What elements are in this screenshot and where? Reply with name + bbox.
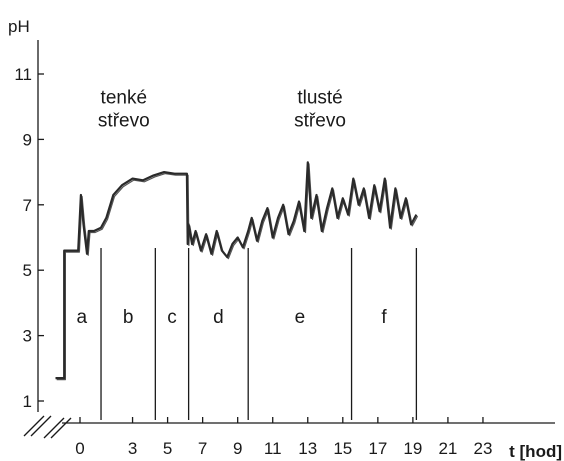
segment-label-c: c [167,307,177,328]
annotation-text: střevo [294,110,346,131]
y-tick-label: 5 [23,261,32,280]
y-axis-title: pH [8,17,30,36]
x-tick-label: 7 [198,439,207,458]
y-tick-label: 11 [14,65,32,84]
segment-label-d: d [213,307,224,328]
x-tick-label: 13 [298,439,317,458]
annotation-text: tlusté [297,87,342,108]
x-tick-label: 11 [264,439,282,458]
x-tick-label: 19 [403,439,422,458]
y-tick-label: 3 [23,327,32,346]
ph-series-line-shadow [56,163,419,381]
segment-lines [100,248,418,420]
ph-series-line [55,161,418,380]
x-tick-label: 17 [368,439,387,458]
x-tick-label: 3 [128,439,137,458]
axis-break-mark [50,417,72,439]
y-tick-label: 7 [23,196,32,215]
x-axis-title: t [hod] [509,442,562,461]
axis-break-mark [30,415,52,437]
x-tick-label: 9 [233,439,242,458]
x-tick-label: 23 [473,439,492,458]
segment-label-b: b [123,307,134,328]
x-tick-label: 21 [438,439,457,458]
segment-label-e: e [295,307,306,328]
y-tick-label: 9 [23,130,32,149]
segment-label-f: f [381,307,387,328]
annotation-text: tenké [101,87,147,108]
x-tick-label: 15 [333,439,352,458]
annotation-text: střevo [98,110,150,131]
x-tick-label: 5 [163,439,172,458]
y-tick-label: 1 [23,392,32,411]
x-tick-label: 0 [75,439,84,458]
segment-label-a: a [76,307,87,328]
series-group [55,161,419,381]
axis-break-mark [43,417,65,439]
axis-break-mark [23,415,45,437]
